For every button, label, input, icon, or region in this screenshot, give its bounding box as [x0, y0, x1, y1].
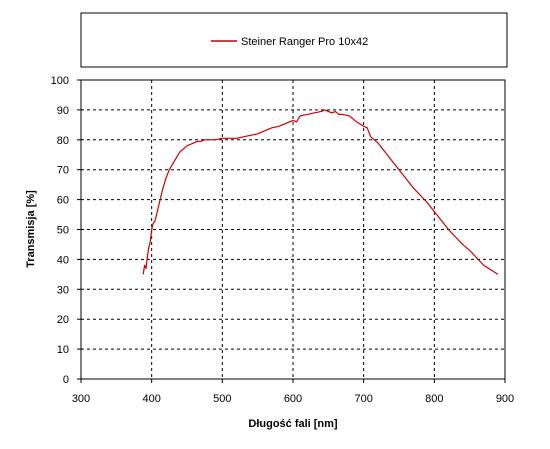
- series-line: [142, 109, 499, 275]
- y-tick-label: 40: [57, 254, 69, 266]
- y-tick-label: 10: [57, 344, 69, 356]
- legend-box: [80, 12, 508, 68]
- y-tick-label: 0: [63, 374, 69, 386]
- y-tick-label: 90: [57, 105, 69, 117]
- y-tick-label: 50: [57, 225, 69, 237]
- y-tick-label: 70: [57, 165, 69, 177]
- y-tick-label: 20: [57, 314, 69, 326]
- x-tick-label: 600: [284, 393, 302, 405]
- y-tick-label: 60: [57, 195, 69, 207]
- x-tick-label: 800: [425, 393, 443, 405]
- x-tick-label: 400: [142, 393, 160, 405]
- y-tick-label: 30: [57, 284, 69, 296]
- x-axis-label: Długość fali [nm]: [248, 418, 338, 430]
- x-tick-label: 500: [213, 393, 231, 405]
- x-tick-label: 900: [496, 393, 514, 405]
- y-tick-label: 100: [51, 75, 69, 87]
- y-axis-label: Transmisja [%]: [25, 190, 37, 268]
- legend-label: Steiner Ranger Pro 10x42: [241, 36, 368, 48]
- x-tick-label: 700: [354, 393, 372, 405]
- y-tick-label: 80: [57, 135, 69, 147]
- x-tick-label: 300: [72, 393, 90, 405]
